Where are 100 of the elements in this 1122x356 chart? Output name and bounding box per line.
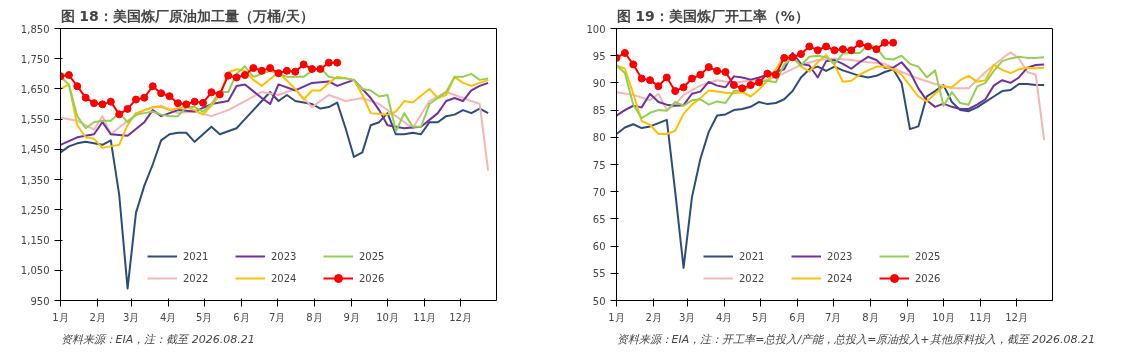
point [148, 82, 157, 91]
y-tick-label: 1,850 [20, 23, 50, 35]
x-tick-label: 4月 [160, 311, 177, 323]
point [257, 66, 266, 75]
line-series [60, 87, 490, 172]
y-tick-label: 90 [592, 77, 606, 89]
x-tick-label: 11月 [969, 311, 992, 323]
point [215, 90, 224, 99]
point [291, 67, 300, 76]
x-tick-label: 8月 [862, 311, 879, 323]
point [830, 46, 839, 55]
point [855, 39, 864, 48]
point [729, 81, 738, 90]
y-tick-label: 1,150 [20, 235, 50, 247]
x-tick-label: 2月 [89, 311, 106, 323]
point [662, 73, 671, 82]
point [224, 71, 233, 80]
point [864, 42, 873, 51]
line-series [60, 65, 490, 133]
legend-label: 2025 [915, 250, 942, 262]
point [274, 69, 283, 78]
point [687, 74, 696, 83]
point [671, 87, 680, 96]
legend-label: 2025 [359, 250, 386, 262]
x-tick-label: 12月 [1005, 311, 1028, 323]
y-tick-label: 85 [592, 105, 606, 117]
y-tick-label: 1,450 [20, 144, 50, 156]
point [232, 73, 241, 82]
x-tick-label: 1月 [608, 311, 625, 323]
x-tick-label: 9月 [899, 311, 916, 323]
point [847, 46, 856, 55]
legend-label: 2024 [271, 272, 298, 284]
x-tick-label: 11月 [413, 311, 436, 323]
point [771, 70, 780, 79]
x-tick-label: 7月 [269, 311, 286, 323]
x-tick-label: 6月 [233, 311, 250, 323]
y-tick-label: 75 [592, 159, 606, 171]
point [838, 45, 847, 54]
x-tick-label: 10月 [932, 311, 955, 323]
point [106, 97, 115, 106]
legend-label: 2021 [183, 250, 210, 262]
point [620, 48, 629, 57]
legend-label: 2023 [827, 250, 854, 262]
line-series [60, 78, 490, 146]
y-tick-label: 55 [592, 268, 606, 280]
point [249, 64, 258, 73]
y-tick-label: 1,050 [20, 265, 50, 277]
point [713, 66, 722, 75]
point [679, 83, 688, 92]
point [746, 81, 755, 90]
point [796, 50, 805, 59]
y-tick-label: 1,650 [20, 83, 50, 95]
y-tick-label: 1,550 [20, 114, 50, 126]
y-tick-label: 65 [592, 213, 606, 225]
x-tick-label: 4月 [716, 311, 733, 323]
x-tick-label: 10月 [376, 311, 399, 323]
point [755, 78, 764, 87]
legend-label: 2022 [739, 272, 766, 284]
point [654, 82, 663, 91]
x-tick-label: 5月 [752, 311, 769, 323]
x-tick-label: 6月 [789, 311, 806, 323]
legend-label: 2022 [183, 272, 210, 284]
point [165, 92, 174, 101]
point [704, 63, 713, 72]
legend-label: 2021 [739, 250, 766, 262]
point [805, 42, 814, 51]
legend-label: 2026 [359, 272, 386, 284]
point [207, 88, 216, 97]
point [780, 53, 789, 62]
legend-label: 2023 [271, 250, 298, 262]
text: 资料来源：EIA，注：截至 2026.08.21 [60, 332, 255, 346]
x-tick-label: 3月 [678, 311, 696, 323]
point [190, 97, 199, 106]
x-tick-label: 7月 [825, 311, 842, 323]
point [299, 60, 308, 69]
point [822, 42, 831, 51]
point [333, 58, 342, 67]
point [637, 74, 646, 83]
point [763, 69, 772, 78]
x-tick-label: 5月 [196, 311, 213, 323]
point [266, 64, 275, 73]
chart-title: 图 18：美国炼厂原油加工量（万桶/天） [60, 7, 314, 24]
point [880, 38, 889, 47]
point [308, 65, 317, 73]
legend-label: 2024 [827, 272, 854, 284]
point [788, 53, 797, 62]
y-tick-label: 80 [592, 132, 606, 144]
point [721, 68, 730, 77]
y-tick-label: 1,350 [20, 174, 50, 186]
point [696, 70, 705, 79]
y-tick-label: 50 [592, 295, 606, 307]
x-tick-label: 2月 [645, 311, 662, 323]
point [813, 46, 822, 55]
point [73, 82, 82, 91]
y-tick-label: 1,750 [20, 53, 50, 65]
chart-title: 图 19：美国炼厂开工率（%） [616, 7, 809, 24]
x-tick-label: 12月 [449, 311, 472, 323]
point [115, 110, 124, 119]
point [199, 98, 208, 107]
point [157, 89, 166, 98]
